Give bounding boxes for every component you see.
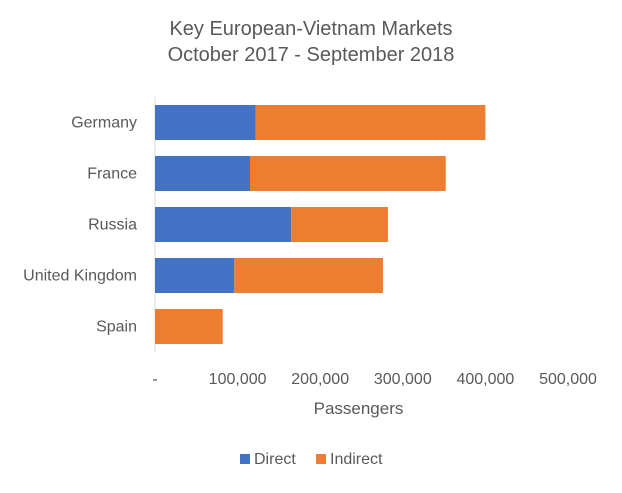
bar-indirect-russia [291, 207, 388, 242]
legend-swatch-indirect [316, 454, 326, 464]
y-tick-label: Germany [71, 115, 137, 132]
legend-swatch-direct [240, 454, 250, 464]
x-axis-title: Passengers [314, 399, 404, 418]
x-tick-label: 300,000 [374, 371, 432, 388]
legend-label-indirect: Indirect [330, 451, 383, 468]
x-tick-label: 200,000 [291, 371, 349, 388]
y-tick-label: United Kingdom [23, 268, 137, 285]
bar-direct-france [155, 156, 250, 191]
legend-label-direct: Direct [254, 451, 296, 468]
x-tick-label: 100,000 [209, 371, 267, 388]
y-tick-label: Spain [96, 319, 137, 336]
x-tick-label: - [152, 371, 157, 388]
bar-indirect-germany [255, 105, 486, 140]
bar-indirect-spain [155, 309, 223, 344]
y-tick-label: Russia [88, 217, 137, 234]
chart-title-block: Key European-Vietnam Markets October 201… [0, 16, 622, 68]
x-tick-label: 500,000 [539, 371, 597, 388]
bar-indirect-france [249, 156, 446, 191]
y-tick-label: France [87, 166, 137, 183]
chart-title: Key European-Vietnam Markets [169, 18, 453, 40]
x-tick-label: 400,000 [456, 371, 514, 388]
chart-subtitle: October 2017 - September 2018 [167, 44, 455, 66]
bar-direct-russia [155, 207, 292, 242]
bar-direct-united-kingdom [155, 258, 235, 293]
bar-direct-germany [155, 105, 256, 140]
bar-indirect-united-kingdom [234, 258, 383, 293]
